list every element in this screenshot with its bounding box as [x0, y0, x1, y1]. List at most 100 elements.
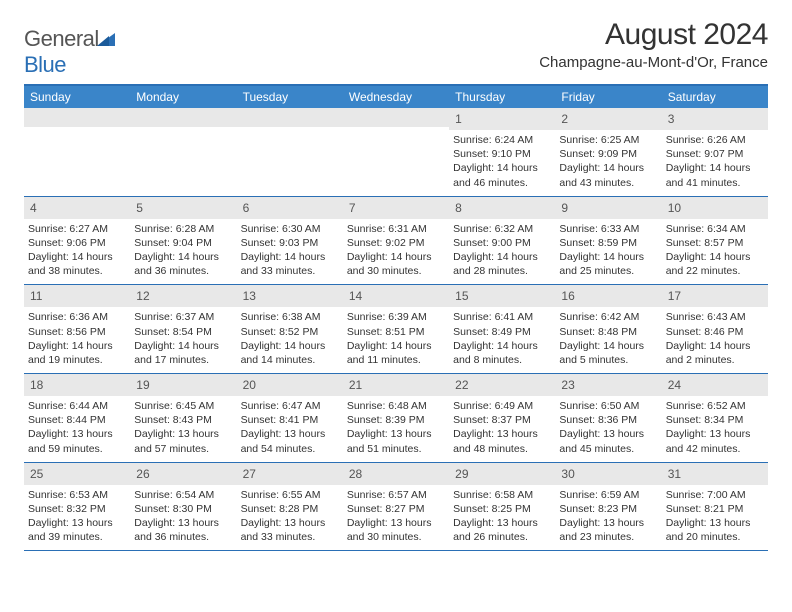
day-number-bar: 30 — [555, 463, 661, 485]
day-number-bar: 21 — [343, 374, 449, 396]
logo: GeneralBlue — [24, 18, 115, 78]
day-detail-text: Sunrise: 6:26 AMSunset: 9:07 PMDaylight:… — [666, 133, 764, 190]
weekday-header: Wednesday — [343, 86, 449, 108]
day-number-bar: 31 — [662, 463, 768, 485]
day-number-bar: 25 — [24, 463, 130, 485]
day-number: 18 — [30, 378, 43, 392]
day-detail-text: Sunrise: 6:30 AMSunset: 9:03 PMDaylight:… — [241, 222, 339, 279]
calendar-day-cell: 30Sunrise: 6:59 AMSunset: 8:23 PMDayligh… — [555, 463, 661, 551]
calendar-page: GeneralBlue August 2024 Champagne-au-Mon… — [0, 0, 792, 551]
logo-text-general: General — [24, 26, 99, 51]
day-number-bar: 1 — [449, 108, 555, 130]
day-number-bar: 26 — [130, 463, 236, 485]
day-number: 17 — [668, 289, 681, 303]
day-detail-text: Sunrise: 6:54 AMSunset: 8:30 PMDaylight:… — [134, 488, 232, 545]
logo-triangle-icon — [97, 26, 115, 52]
calendar-day-cell: 14 Sunrise: 6:39 AMSunset: 8:51 PMDayligh… — [343, 285, 449, 373]
calendar-day-cell: 17Sunrise: 6:43 AMSunset: 8:46 PMDayligh… — [662, 285, 768, 373]
day-number-bar: 7 — [343, 197, 449, 219]
day-detail-text: Sunrise: 6:45 AMSunset: 8:43 PMDaylight:… — [134, 399, 232, 456]
calendar-day-cell: 12 Sunrise: 6:37 AMSunset: 8:54 PMDayligh… — [130, 285, 236, 373]
calendar-day-cell: 22 Sunrise: 6:49 AMSunset: 8:37 PMDayligh… — [449, 374, 555, 462]
day-number: 9 — [561, 201, 568, 215]
day-number-bar: 17 — [662, 285, 768, 307]
day-detail-text: Sunrise: 6:33 AMSunset: 8:59 PMDaylight:… — [559, 222, 657, 279]
calendar-day-cell: 19 Sunrise: 6:45 AMSunset: 8:43 PMDayligh… — [130, 374, 236, 462]
location-subtitle: Champagne-au-Mont-d'Or, France — [539, 54, 768, 71]
calendar-day-cell: 27Sunrise: 6:55 AMSunset: 8:28 PMDayligh… — [237, 463, 343, 551]
day-detail-text: Sunrise: 6:47 AMSunset: 8:41 PMDaylight:… — [241, 399, 339, 456]
day-number-bar: 14 — [343, 285, 449, 307]
day-number: 10 — [668, 201, 681, 215]
day-detail-text: Sunrise: 6:28 AMSunset: 9:04 PMDaylight:… — [134, 222, 232, 279]
calendar-day-cell: 10 Sunrise: 6:34 AMSunset: 8:57 PMDayligh… — [662, 197, 768, 285]
calendar-grid: Sunday Monday Tuesday Wednesday Thursday… — [24, 84, 768, 551]
day-number-bar: 28 — [343, 463, 449, 485]
day-number-bar: 13 — [237, 285, 343, 307]
day-detail-text: Sunrise: 6:52 AMSunset: 8:34 PMDaylight:… — [666, 399, 764, 456]
day-detail-text: Sunrise: 6:39 AMSunset: 8:51 PMDaylight:… — [347, 310, 445, 367]
logo-text-blue: Blue — [24, 52, 66, 77]
calendar-week-row: 25 Sunrise: 6:53 AMSunset: 8:32 PMDayligh… — [24, 463, 768, 552]
calendar-day-cell: 5 Sunrise: 6:28 AMSunset: 9:04 PMDaylight… — [130, 197, 236, 285]
day-number-bar: 8 — [449, 197, 555, 219]
day-number-bar: 2 — [555, 108, 661, 130]
day-number-bar — [24, 108, 130, 127]
day-number: 20 — [243, 378, 256, 392]
day-number: 16 — [561, 289, 574, 303]
day-detail-text: Sunrise: 6:42 AMSunset: 8:48 PMDaylight:… — [559, 310, 657, 367]
day-number: 31 — [668, 467, 681, 481]
day-number-bar: 6 — [237, 197, 343, 219]
weekday-header: Monday — [130, 86, 236, 108]
day-number-bar: 15 — [449, 285, 555, 307]
day-number: 3 — [668, 112, 675, 126]
calendar-day-cell: 25 Sunrise: 6:53 AMSunset: 8:32 PMDayligh… — [24, 463, 130, 551]
calendar-day-cell: 2 Sunrise: 6:25 AMSunset: 9:09 PMDaylight… — [555, 108, 661, 196]
day-number-bar — [237, 108, 343, 127]
calendar-day-cell: 4Sunrise: 6:27 AMSunset: 9:06 PMDaylight… — [24, 197, 130, 285]
day-detail-text: Sunrise: 6:53 AMSunset: 8:32 PMDaylight:… — [28, 488, 126, 545]
day-number-bar: 10 — [662, 197, 768, 219]
calendar-week-row: 1Sunrise: 6:24 AMSunset: 9:10 PMDaylight… — [24, 108, 768, 197]
weekday-header: Tuesday — [237, 86, 343, 108]
calendar-day-cell: 15 Sunrise: 6:41 AMSunset: 8:49 PMDayligh… — [449, 285, 555, 373]
day-detail-text: Sunrise: 6:36 AMSunset: 8:56 PMDaylight:… — [28, 310, 126, 367]
day-detail-text: Sunrise: 6:49 AMSunset: 8:37 PMDaylight:… — [453, 399, 551, 456]
day-number: 8 — [455, 201, 462, 215]
calendar-day-cell: 16 Sunrise: 6:42 AMSunset: 8:48 PMDayligh… — [555, 285, 661, 373]
day-detail-text: Sunrise: 6:25 AMSunset: 9:09 PMDaylight:… — [559, 133, 657, 190]
day-number: 6 — [243, 201, 250, 215]
title-block: August 2024 Champagne-au-Mont-d'Or, Fran… — [539, 18, 768, 71]
day-number: 30 — [561, 467, 574, 481]
day-number: 26 — [136, 467, 149, 481]
day-detail-text: Sunrise: 6:41 AMSunset: 8:49 PMDaylight:… — [453, 310, 551, 367]
calendar-day-cell: 6 Sunrise: 6:30 AMSunset: 9:03 PMDaylight… — [237, 197, 343, 285]
day-number: 22 — [455, 378, 468, 392]
calendar-day-cell: 31 Sunrise: 7:00 AMSunset: 8:21 PMDayligh… — [662, 463, 768, 551]
day-number-bar: 5 — [130, 197, 236, 219]
calendar-day-cell: 11 Sunrise: 6:36 AMSunset: 8:56 PMDayligh… — [24, 285, 130, 373]
calendar-day-cell: 28Sunrise: 6:57 AMSunset: 8:27 PMDayligh… — [343, 463, 449, 551]
weekday-header: Thursday — [449, 86, 555, 108]
day-number-bar: 22 — [449, 374, 555, 396]
day-number: 14 — [349, 289, 362, 303]
day-number: 13 — [243, 289, 256, 303]
day-detail-text: Sunrise: 6:32 AMSunset: 9:00 PMDaylight:… — [453, 222, 551, 279]
day-number-bar — [343, 108, 449, 127]
day-number: 28 — [349, 467, 362, 481]
calendar-day-cell: 26 Sunrise: 6:54 AMSunset: 8:30 PMDayligh… — [130, 463, 236, 551]
calendar-day-cell: 9 Sunrise: 6:33 AMSunset: 8:59 PMDaylight… — [555, 197, 661, 285]
day-number: 11 — [30, 289, 42, 303]
day-detail-text: Sunrise: 6:34 AMSunset: 8:57 PMDaylight:… — [666, 222, 764, 279]
day-number: 19 — [136, 378, 149, 392]
calendar-day-cell — [237, 108, 343, 196]
month-title: August 2024 — [539, 18, 768, 52]
day-detail-text: Sunrise: 6:37 AMSunset: 8:54 PMDaylight:… — [134, 310, 232, 367]
day-number: 27 — [243, 467, 256, 481]
day-detail-text: Sunrise: 7:00 AMSunset: 8:21 PMDaylight:… — [666, 488, 764, 545]
day-number: 7 — [349, 201, 356, 215]
day-detail-text: Sunrise: 6:27 AMSunset: 9:06 PMDaylight:… — [28, 222, 126, 279]
calendar-day-cell: 24Sunrise: 6:52 AMSunset: 8:34 PMDayligh… — [662, 374, 768, 462]
day-number-bar: 12 — [130, 285, 236, 307]
day-detail-text: Sunrise: 6:50 AMSunset: 8:36 PMDaylight:… — [559, 399, 657, 456]
